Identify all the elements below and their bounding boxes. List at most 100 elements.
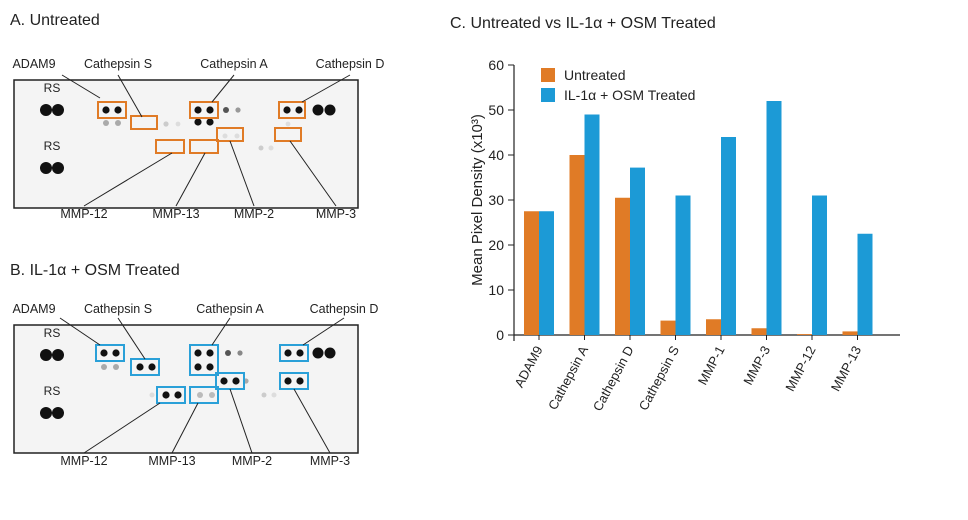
- bar-treated: [675, 195, 691, 335]
- bottom-protein-label: MMP-3: [310, 454, 350, 468]
- callout-line: [229, 140, 255, 207]
- callout-line: [59, 317, 101, 346]
- array-spot: [194, 106, 202, 114]
- bottom-protein-label: MMP-12: [60, 454, 107, 468]
- reference-spot: [52, 407, 64, 419]
- highlight-box: [189, 139, 219, 154]
- bar-untreated: [569, 155, 585, 335]
- x-tick-label: Cathepsin A: [545, 343, 591, 412]
- array-spot: [136, 363, 144, 371]
- bar-untreated: [524, 211, 539, 335]
- y-tick-label: 20: [488, 237, 504, 253]
- array-spot: [268, 145, 274, 151]
- highlight-box: [278, 101, 306, 119]
- bottom-protein-label: MMP-3: [316, 207, 356, 221]
- callout-line: [171, 402, 199, 454]
- array-spot: [209, 392, 215, 398]
- array-spot: [284, 349, 292, 357]
- array-spot: [284, 377, 292, 385]
- callout-line: [293, 388, 331, 454]
- callout-line: [211, 74, 235, 103]
- bar-treated: [812, 195, 827, 335]
- array-spot: [194, 363, 202, 371]
- highlight-box: [279, 344, 309, 362]
- top-protein-label: Cathepsin A: [200, 57, 268, 71]
- y-tick-label: 0: [496, 327, 504, 343]
- array-spot: [103, 120, 109, 126]
- callout-line: [229, 388, 253, 454]
- rs-label: RS: [44, 384, 61, 398]
- array-spot: [100, 349, 108, 357]
- rs-label: RS: [44, 81, 61, 95]
- array-spot: [206, 118, 214, 126]
- highlight-box: [189, 344, 219, 376]
- top-protein-label: ADAM9: [12, 302, 55, 316]
- legend-swatch: [541, 88, 555, 102]
- highlight-box: [130, 115, 158, 130]
- chart-title: C. Untreated vs IL-1α + OSM Treated: [450, 15, 716, 32]
- reference-spot: [40, 407, 52, 419]
- array-spot: [235, 107, 241, 113]
- panel-b-title: B. IL-1α + OSM Treated: [10, 262, 180, 279]
- bar-treated: [766, 101, 782, 335]
- array-spot: [163, 121, 169, 127]
- highlight-box: [155, 139, 185, 154]
- rs-label: RS: [44, 139, 61, 153]
- array-spot: [149, 392, 155, 398]
- y-axis-label: Mean Pixel Density (x10³): [469, 114, 486, 286]
- array-spot: [312, 104, 324, 116]
- array-spot: [148, 363, 156, 371]
- x-tick-label: MMP-3: [740, 343, 773, 387]
- y-tick-label: 30: [488, 192, 504, 208]
- bar-treated: [630, 167, 645, 335]
- bar-treated: [539, 211, 554, 335]
- array-spot: [162, 391, 170, 399]
- top-protein-label: Cathepsin S: [84, 302, 152, 316]
- highlight-box: [189, 101, 219, 119]
- bar-untreated: [797, 334, 812, 335]
- array-spot: [296, 377, 304, 385]
- array-spot: [174, 391, 182, 399]
- legend-swatch: [541, 68, 555, 82]
- array-spot: [197, 392, 203, 398]
- reference-spot: [40, 162, 52, 174]
- top-protein-label: Cathepsin A: [196, 302, 264, 316]
- highlight-box: [97, 101, 127, 119]
- array-spot: [261, 392, 267, 398]
- array-spot: [206, 106, 214, 114]
- legend-label: IL-1α + OSM Treated: [564, 87, 695, 103]
- bar-untreated: [706, 319, 721, 335]
- x-tick-label: Cathepsin S: [636, 343, 683, 413]
- bar-untreated: [751, 328, 767, 335]
- array-spot: [206, 349, 214, 357]
- array-spot: [271, 392, 277, 398]
- highlight-box: [189, 386, 219, 404]
- bar-untreated: [660, 320, 676, 335]
- array-spot: [102, 106, 110, 114]
- bottom-protein-label: MMP-13: [148, 454, 195, 468]
- array-spot: [232, 377, 240, 385]
- array-spot: [234, 133, 240, 139]
- array-spot: [258, 145, 264, 151]
- callout-line: [117, 74, 143, 118]
- top-protein-label: ADAM9: [12, 57, 55, 71]
- x-tick-label: Cathepsin D: [590, 343, 637, 413]
- reference-spot: [52, 349, 64, 361]
- bar-treated: [857, 233, 873, 335]
- bottom-protein-label: MMP-12: [60, 207, 107, 221]
- array-spot: [295, 106, 303, 114]
- top-protein-label: Cathepsin D: [316, 57, 385, 71]
- callout-line: [61, 74, 101, 99]
- callout-line: [175, 152, 206, 207]
- y-tick-label: 60: [488, 57, 504, 73]
- array-spot: [175, 121, 181, 127]
- top-protein-label: Cathepsin D: [310, 302, 379, 316]
- panel-b-membrane: RS RS ADAM9 Cathepsin S Cathepsin A Cathepsin…: [12, 302, 379, 468]
- bar-chart: C. Untreated vs IL-1α + OSM Treated Mean…: [450, 15, 900, 414]
- array-spot: [223, 107, 229, 113]
- panel-a-membrane: RS RS ADAM9 Cathepsin S Cathepsin A Cathepsin…: [12, 57, 385, 221]
- array-spot: [194, 349, 202, 357]
- array-spot: [225, 350, 231, 356]
- reference-spot: [52, 104, 64, 116]
- x-tick-label: MMP-12: [782, 343, 818, 393]
